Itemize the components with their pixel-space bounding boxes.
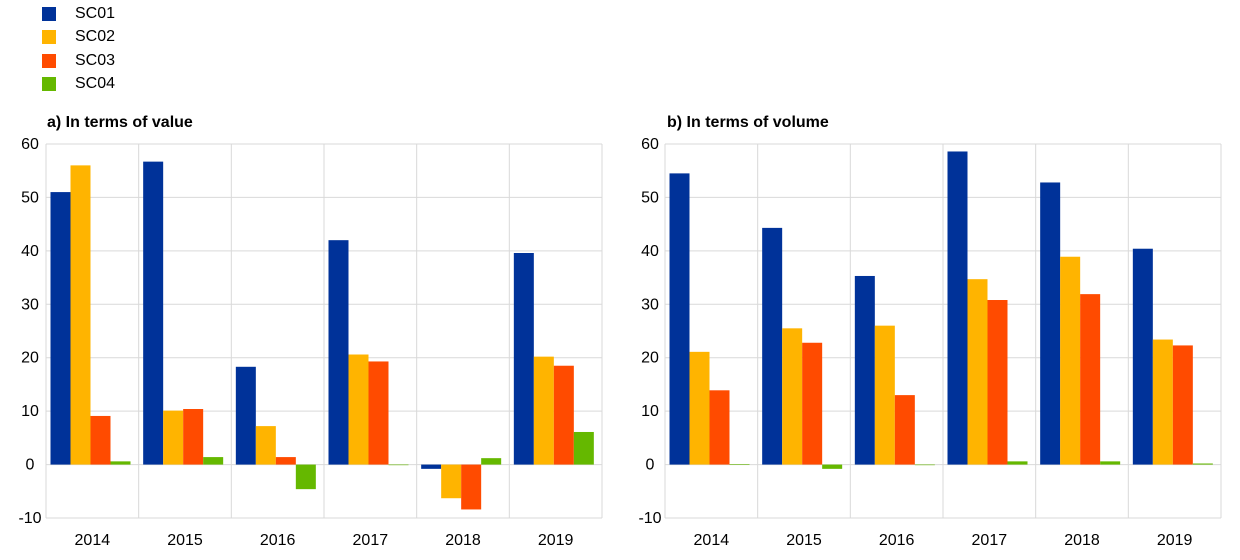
y-tick-label: 50 [641, 189, 659, 206]
y-tick-label: 60 [641, 136, 659, 153]
bar-sc01-2019 [1132, 248, 1153, 465]
bar-sc03-2016 [894, 395, 915, 465]
x-tick-label: 2015 [786, 532, 822, 549]
bar-sc03-2016 [275, 457, 296, 465]
x-tick-label: 2017 [353, 532, 389, 549]
y-tick-label: 10 [21, 403, 39, 420]
bar-sc04-2017 [1007, 461, 1028, 465]
x-tick-label: 2016 [260, 532, 296, 549]
bar-sc03-2014 [709, 390, 730, 465]
x-tick-label: 2019 [1157, 532, 1193, 549]
bar-sc01-2019 [513, 252, 534, 465]
legend-label: SC02 [75, 28, 116, 46]
bar-sc03-2019 [1172, 345, 1193, 465]
x-tick-label: 2018 [1064, 532, 1100, 549]
bar-sc01-2018 [421, 464, 442, 469]
legend-item-sc01: SC01 [42, 2, 115, 26]
bar-sc01-2014 [669, 173, 690, 465]
bar-sc01-2017 [328, 240, 349, 465]
bar-sc04-2016 [914, 464, 935, 466]
bar-sc02-2016 [874, 325, 895, 465]
bar-sc04-2015 [203, 457, 224, 465]
bar-sc04-2018 [1100, 461, 1121, 465]
y-tick-label: -10 [638, 510, 661, 527]
bar-sc04-2019 [1192, 463, 1213, 465]
x-tick-label: 2018 [445, 532, 481, 549]
bar-sc01-2014 [50, 192, 71, 465]
bar-sc04-2017 [388, 464, 409, 466]
bar-sc02-2018 [441, 464, 462, 499]
bar-sc02-2019 [533, 356, 554, 465]
y-tick-label: 40 [641, 243, 659, 260]
bar-sc04-2019 [573, 431, 594, 465]
bar-sc02-2017 [967, 279, 988, 465]
bar-sc01-2016 [854, 275, 875, 465]
legend-item-sc02: SC02 [42, 26, 115, 50]
bar-sc02-2014 [70, 165, 91, 465]
legend-label: SC03 [75, 51, 116, 69]
legend-swatch [42, 6, 56, 21]
bar-sc02-2018 [1060, 256, 1081, 465]
bar-sc02-2016 [255, 426, 276, 465]
x-tick-label: 2017 [972, 532, 1008, 549]
y-tick-label: 60 [21, 136, 39, 153]
legend: SC01 SC02 SC03 SC04 [42, 2, 115, 96]
bar-sc01-2015 [143, 161, 164, 465]
bar-sc02-2019 [1152, 339, 1173, 465]
bar-sc04-2014 [110, 461, 131, 465]
y-tick-label: 50 [21, 189, 39, 206]
x-tick-label: 2019 [538, 532, 574, 549]
y-tick-label: 0 [646, 457, 655, 474]
bar-sc04-2016 [295, 464, 316, 490]
chart-title-value: a) In terms of value [47, 114, 193, 131]
bar-sc02-2015 [782, 328, 803, 465]
x-tick-label: 2016 [879, 532, 915, 549]
legend-label: SC04 [75, 75, 116, 93]
legend-swatch [42, 53, 56, 68]
bar-sc03-2015 [802, 342, 823, 465]
y-tick-label: 30 [21, 296, 39, 313]
legend-label: SC01 [75, 4, 116, 22]
bar-sc03-2017 [368, 361, 389, 465]
chart-title-volume: b) In terms of volume [667, 114, 829, 131]
bar-sc01-2018 [1040, 182, 1061, 465]
bar-sc02-2015 [163, 410, 184, 465]
x-tick-label: 2015 [167, 532, 203, 549]
bar-sc03-2017 [987, 300, 1008, 465]
legend-swatch [42, 30, 56, 45]
legend-swatch [42, 77, 56, 92]
legend-item-sc04: SC04 [42, 73, 115, 97]
x-tick-label: 2014 [75, 532, 111, 549]
bar-sc03-2018 [1080, 294, 1101, 465]
legend-item-sc03: SC03 [42, 49, 115, 73]
bar-sc04-2015 [822, 464, 843, 469]
y-tick-label: 0 [26, 457, 35, 474]
y-tick-label: 30 [641, 296, 659, 313]
bar-sc03-2014 [90, 415, 111, 465]
x-tick-label: 2014 [694, 532, 730, 549]
y-tick-label: 20 [21, 350, 39, 367]
bar-sc01-2016 [235, 366, 256, 465]
bar-sc03-2019 [553, 365, 574, 465]
bar-sc04-2014 [729, 464, 750, 465]
y-tick-label: 10 [641, 403, 659, 420]
y-tick-label: -10 [18, 510, 41, 527]
bar-sc04-2018 [481, 458, 502, 465]
y-tick-label: 40 [21, 243, 39, 260]
bar-sc01-2015 [762, 227, 783, 465]
bar-sc01-2017 [947, 151, 968, 465]
bar-sc03-2018 [461, 464, 482, 510]
bar-sc02-2014 [689, 351, 710, 465]
y-tick-label: 20 [641, 350, 659, 367]
bar-sc02-2017 [348, 354, 369, 465]
bar-sc03-2015 [183, 409, 204, 465]
